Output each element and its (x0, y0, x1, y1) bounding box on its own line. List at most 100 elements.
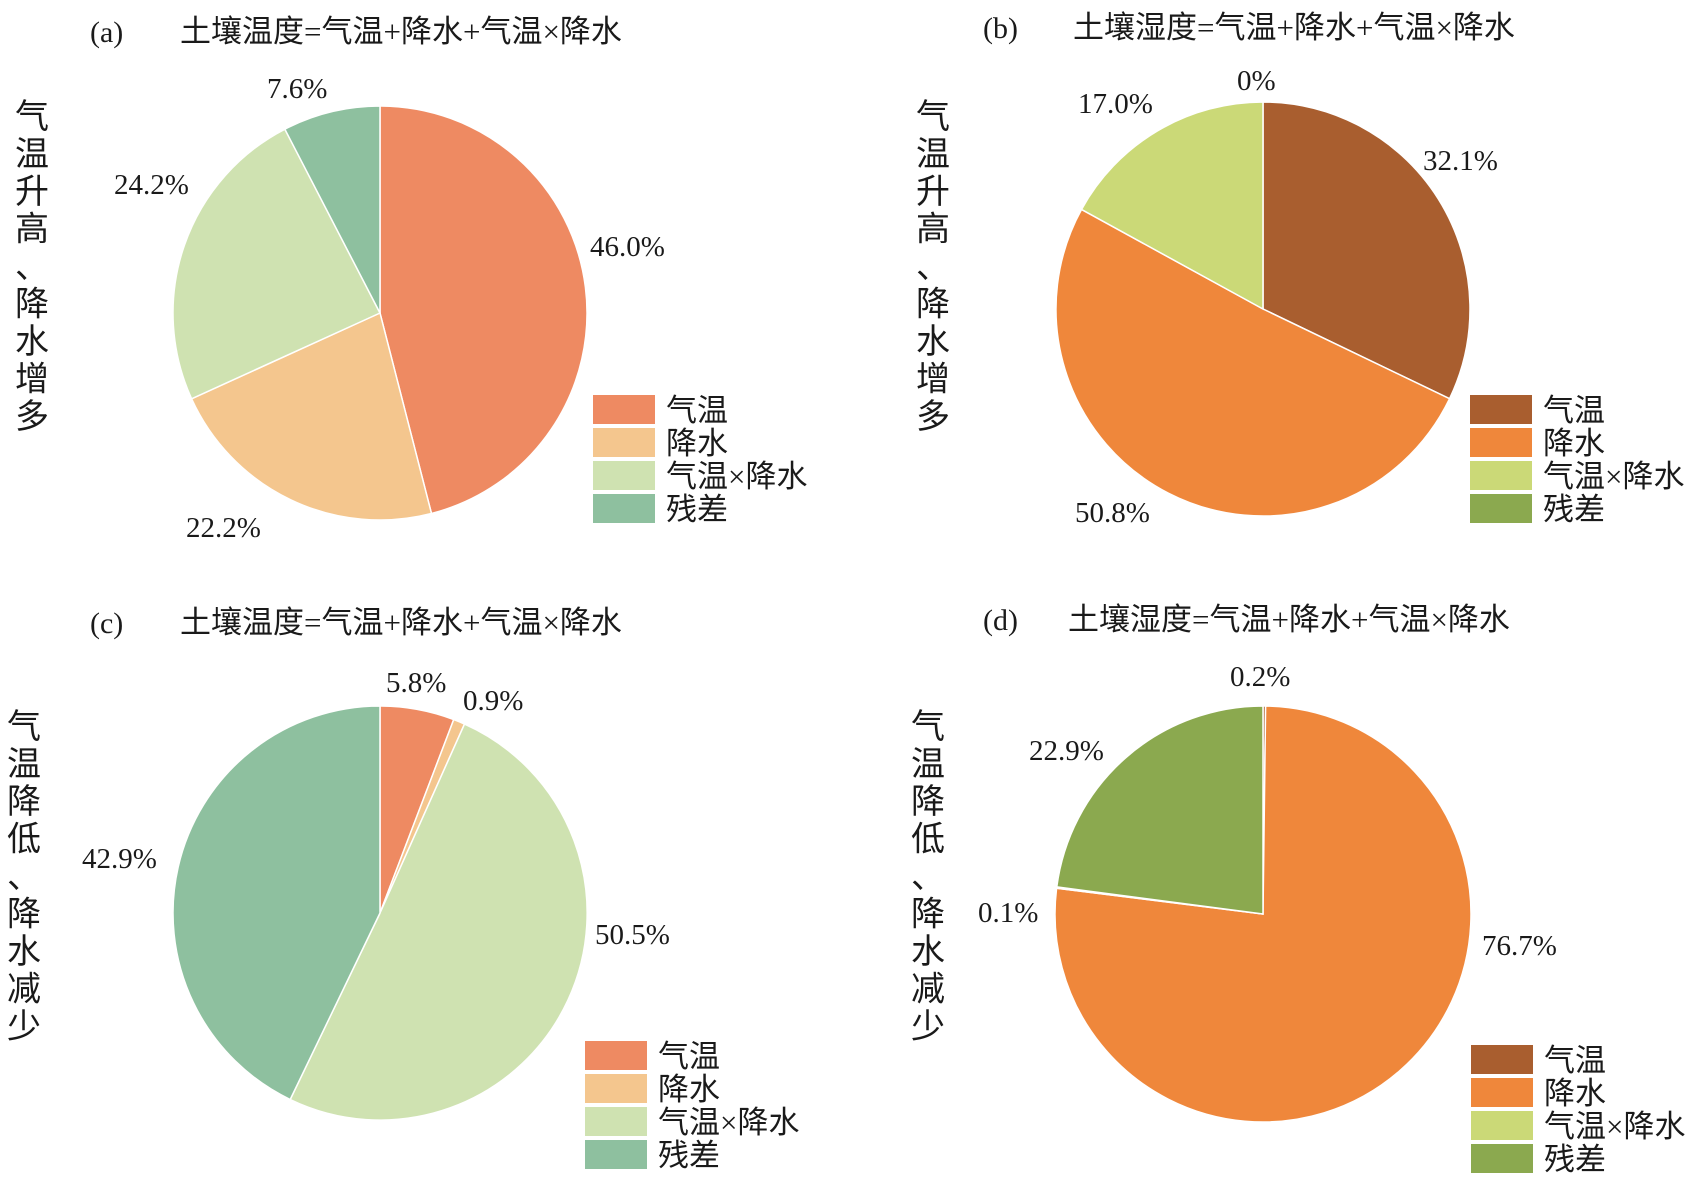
panel-d-title: 土壤湿度=气温+降水+气温×降水 (1068, 602, 1510, 637)
pie-slice-c-3 (172, 705, 381, 1101)
side-label-char-a-2: 升 (15, 174, 49, 211)
legend-swatch-a-0 (593, 395, 655, 424)
side-label-char-a-4: 、 (15, 249, 49, 286)
legend-label-c-0: 气温 (658, 1039, 720, 1074)
legend-swatch-d-0 (1471, 1045, 1533, 1074)
legend-swatch-c-3 (585, 1140, 647, 1169)
side-label-char-c-2: 降 (7, 783, 41, 821)
side-label-char-b-1: 温 (916, 136, 950, 173)
panel-c-pie (172, 705, 588, 1121)
panel-b-label: (b) (983, 12, 1018, 45)
panel-c-title: 土壤温度=气温+降水+气温×降水 (180, 605, 622, 640)
side-label-char-c-3: 低 (7, 821, 41, 858)
panel-d-data-labels: 0.2% 76.7% 0.1% 22.9% (978, 661, 1557, 962)
side-label-char-d-2: 降 (911, 783, 945, 821)
side-label-char-c-1: 温 (7, 746, 41, 783)
pie-slice-a-1 (190, 311, 433, 521)
legend-label-a-0: 气温 (666, 393, 728, 428)
side-label-char-c-8: 少 (7, 1009, 41, 1046)
data-label-a-3: 7.6% (267, 73, 327, 105)
panel-a-data-labels: 46.0% 22.2% 24.2% 7.6% (114, 73, 665, 544)
legend-swatch-d-1 (1471, 1078, 1533, 1107)
panel-c-label: (c) (90, 607, 123, 640)
legend-label-c-1: 降水 (658, 1072, 720, 1107)
data-label-c-1: 0.9% (463, 685, 523, 717)
pie-slice-a-2 (172, 128, 382, 400)
side-label-char-c-6: 水 (7, 934, 41, 971)
side-label-char-a-6: 水 (15, 324, 49, 361)
legend-label-a-2: 气温×降水 (666, 459, 807, 494)
side-label-char-d-7: 减 (911, 971, 945, 1008)
data-label-b-3: 0% (1237, 65, 1276, 97)
legend-swatch-c-1 (585, 1074, 647, 1103)
data-label-c-2: 50.5% (595, 919, 670, 951)
side-label-char-d-3: 低 (911, 821, 945, 858)
data-label-a-2: 24.2% (114, 169, 189, 201)
legend-label-b-3: 残差 (1543, 492, 1605, 527)
side-label-char-b-8: 多 (916, 398, 950, 436)
side-label-char-c-4: 、 (7, 859, 41, 896)
pie-slice-d-1 (1054, 705, 1472, 1123)
side-label-char-b-7: 增 (916, 360, 950, 398)
side-label-char-d-0: 气 (911, 708, 945, 746)
legend-swatch-b-2 (1470, 461, 1532, 490)
data-label-c-0: 5.8% (386, 667, 446, 699)
legend-label-d-3: 残差 (1544, 1142, 1606, 1177)
side-label-char-d-1: 温 (911, 746, 945, 783)
legend-label-d-2: 气温×降水 (1544, 1109, 1685, 1144)
side-label-char-d-4: 、 (911, 859, 945, 896)
pie-slice-a-0 (379, 105, 588, 515)
panel-c-data-labels: 5.8% 0.9% 50.5% 42.9% (82, 667, 670, 951)
data-label-b-2: 17.0% (1078, 88, 1153, 120)
pie-slice-d-3 (1055, 705, 1264, 915)
panel-c: (c) 土壤温度=气温+降水+气温×降水 气温 降低、降水 减少 5.8% 0.9%… (7, 605, 799, 1173)
legend-swatch-d-3 (1471, 1144, 1533, 1173)
panel-d-pie (1054, 705, 1472, 1123)
side-label-char-a-0: 气 (15, 98, 49, 136)
legend-swatch-c-0 (585, 1041, 647, 1070)
panel-b-pie (1055, 101, 1471, 517)
panel-d-label: (d) (983, 604, 1018, 637)
side-label-char-c-7: 减 (7, 971, 41, 1008)
panel-b-data-labels: 32.1% 50.8% 17.0% 0% (1075, 65, 1498, 529)
pie-slice-b-2 (1080, 101, 1264, 311)
side-label-char-a-7: 增 (15, 360, 49, 398)
side-label-char-a-1: 温 (15, 136, 49, 173)
pie-slice-b-1 (1055, 208, 1451, 517)
data-label-a-1: 22.2% (186, 512, 261, 544)
legend-swatch-b-0 (1470, 395, 1532, 424)
side-label-char-d-8: 少 (911, 1009, 945, 1046)
data-label-c-3: 42.9% (82, 843, 157, 875)
legend-swatch-b-3 (1470, 494, 1532, 523)
legend-swatch-c-2 (585, 1107, 647, 1136)
side-label-char-b-6: 水 (916, 324, 950, 361)
side-label-char-b-0: 气 (916, 98, 950, 136)
data-label-d-0: 0.2% (1230, 661, 1290, 693)
side-label-char-b-3: 高 (916, 210, 950, 248)
data-label-a-0: 46.0% (590, 231, 665, 263)
panel-a-title: 土壤温度=气温+降水+气温×降水 (180, 14, 622, 49)
data-label-d-1: 76.7% (1482, 930, 1557, 962)
panel-b-title: 土壤湿度=气温+降水+气温×降水 (1073, 10, 1515, 45)
legend-label-b-2: 气温×降水 (1543, 459, 1684, 494)
legend-label-a-3: 残差 (666, 492, 728, 527)
panel-a-label: (a) (90, 16, 123, 49)
legend-swatch-a-3 (593, 494, 655, 523)
legend-swatch-d-2 (1471, 1111, 1533, 1140)
legend-label-b-1: 降水 (1543, 426, 1605, 461)
side-label-char-b-5: 降 (916, 285, 950, 323)
pie-slice-b-0 (1262, 101, 1471, 400)
legend-label-a-1: 降水 (666, 426, 728, 461)
data-label-d-3: 22.9% (1029, 735, 1104, 767)
legend-swatch-b-1 (1470, 428, 1532, 457)
legend-label-d-0: 气温 (1544, 1043, 1606, 1078)
legend-swatch-a-2 (593, 461, 655, 490)
